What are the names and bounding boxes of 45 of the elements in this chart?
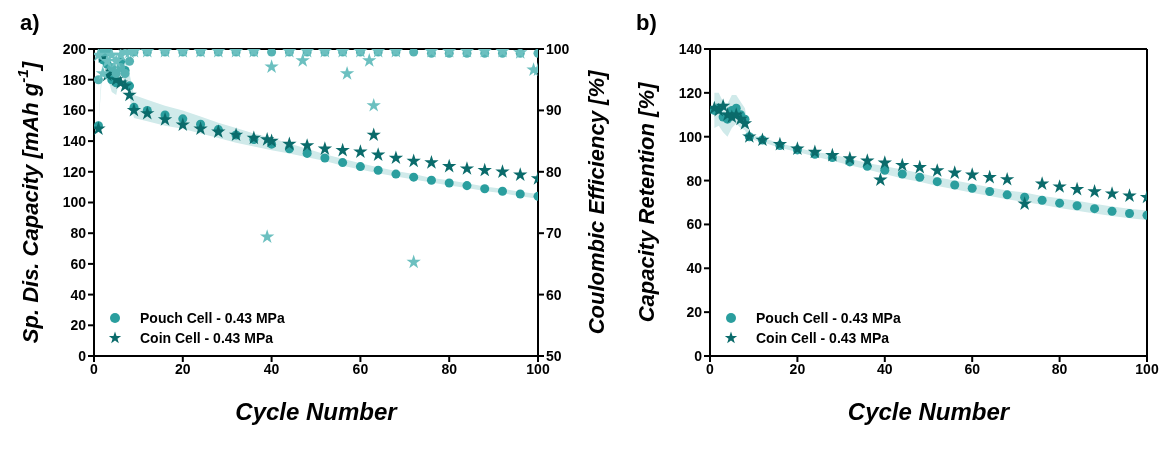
y-tick-label: 120 <box>678 84 703 101</box>
x-tick-label: 80 <box>1051 360 1068 377</box>
x-tick-label: 60 <box>352 360 369 377</box>
y-tick-label: 0 <box>694 347 703 364</box>
x-tick-label: 100 <box>1135 360 1159 377</box>
y-tick-label: 160 <box>62 102 87 119</box>
legend-label: Pouch Cell - 0.43 MPa <box>140 309 285 328</box>
x-tick-label: 40 <box>263 360 280 377</box>
y2-tick-label: 90 <box>546 102 562 119</box>
chart-title: a) <box>20 10 40 36</box>
y-tick-label: 40 <box>686 260 703 277</box>
y-tick-label: 0 <box>78 347 87 364</box>
y-tick-label: 200 <box>62 40 87 57</box>
x-tick-label: 60 <box>964 360 981 377</box>
y2-tick-label: 70 <box>546 225 562 242</box>
x-tick-label: 80 <box>441 360 458 377</box>
x-tick-label: 0 <box>90 360 99 377</box>
x-tick-label: 20 <box>789 360 806 377</box>
y-tick-label: 60 <box>70 255 87 272</box>
y-tick-label: 20 <box>70 317 87 334</box>
legend-label: Pouch Cell - 0.43 MPa <box>756 309 901 328</box>
legend-label: Coin Cell - 0.43 MPa <box>140 329 274 348</box>
x-tick-label: 40 <box>877 360 893 377</box>
y-tick-label: 100 <box>678 128 703 145</box>
x-axis-title: Cycle Number <box>235 398 399 425</box>
x-tick-label: 20 <box>175 360 191 377</box>
y-tick-label: 40 <box>70 286 87 303</box>
y-tick-label: 80 <box>70 225 87 242</box>
y-tick-label: 60 <box>686 216 703 233</box>
y-tick-label: 140 <box>678 40 703 57</box>
legend-label: Coin Cell - 0.43 MPa <box>756 329 890 348</box>
y-tick-label: 140 <box>62 133 87 150</box>
y2-axis-title: Coulombic Efficiency [%] <box>583 70 609 335</box>
x-tick-label: 0 <box>706 360 715 377</box>
y2-tick-label: 80 <box>546 163 562 180</box>
y-axis-title: Capacity Retention [%] <box>633 82 659 323</box>
chart-title: b) <box>636 10 657 36</box>
y-tick-label: 100 <box>62 194 87 211</box>
y-tick-label: 80 <box>686 172 703 189</box>
y2-tick-label: 100 <box>546 40 570 57</box>
y-tick-label: 120 <box>62 163 87 180</box>
x-axis-title: Cycle Number <box>847 398 1011 425</box>
y-tick-label: 20 <box>686 304 703 321</box>
y-tick-label: 180 <box>62 71 87 88</box>
y2-tick-label: 60 <box>546 286 562 303</box>
